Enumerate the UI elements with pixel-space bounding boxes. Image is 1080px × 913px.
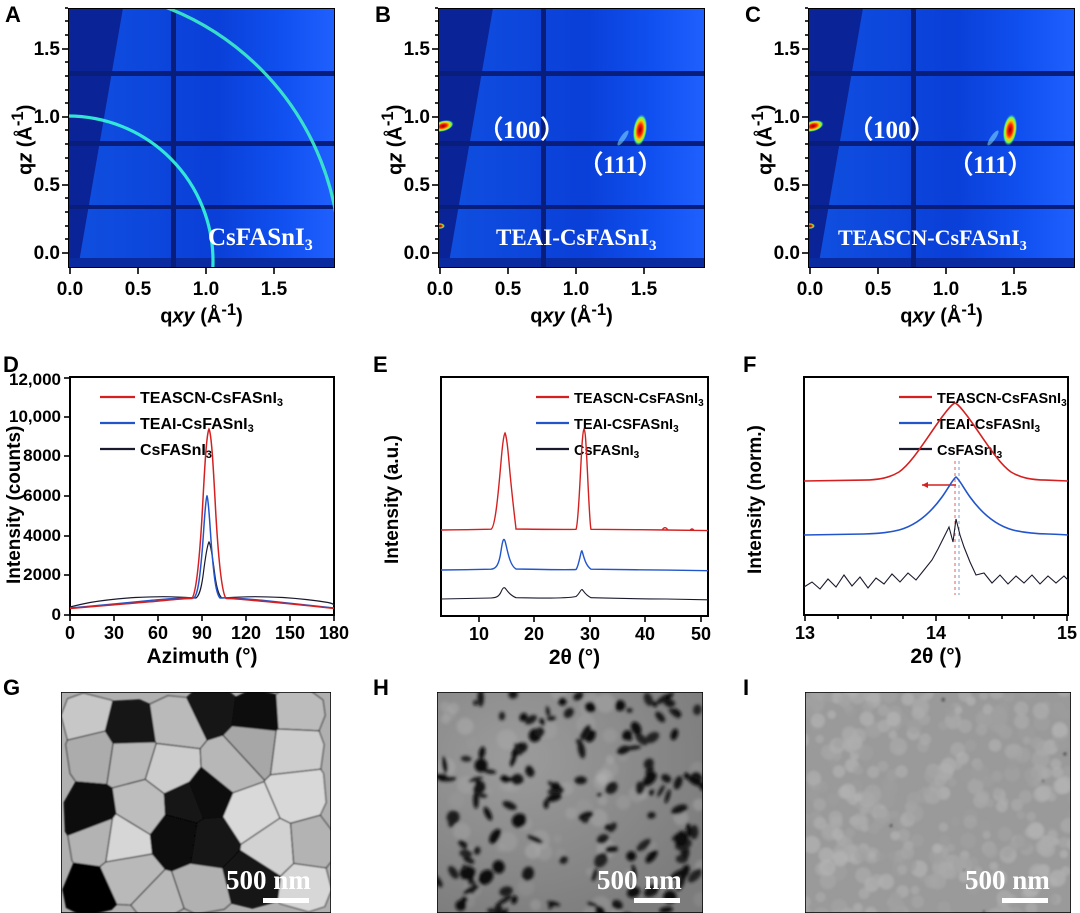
svg-text:50: 50	[691, 624, 711, 644]
svg-text:1.5: 1.5	[774, 39, 801, 60]
svg-text:120: 120	[231, 623, 261, 643]
svg-text:CsFASnI3: CsFASnI3	[574, 443, 640, 461]
svg-text:20: 20	[524, 624, 544, 644]
svg-text:1.0: 1.0	[193, 279, 219, 300]
svg-text:4000: 4000	[23, 526, 61, 545]
svg-text:1.5: 1.5	[631, 279, 658, 300]
svg-text:1.0: 1.0	[563, 279, 589, 300]
svg-text:（100）: （100）	[848, 115, 936, 144]
svg-text:TEASCN-CsFASnI3: TEASCN-CsFASnI3	[140, 390, 283, 409]
svg-text:60: 60	[148, 623, 168, 643]
svg-text:TEAI-CsFASnI3: TEAI-CsFASnI3	[496, 225, 656, 254]
svg-text:1.0: 1.0	[933, 279, 959, 300]
svg-text:0.5: 0.5	[495, 279, 522, 300]
svg-text:0.0: 0.0	[57, 279, 83, 300]
svg-text:TEAI-CsFASnI3: TEAI-CsFASnI3	[140, 416, 254, 435]
svg-text:8000: 8000	[23, 446, 61, 465]
svg-text:TEASCN-CsFASnI3: TEASCN-CsFASnI3	[937, 391, 1067, 409]
svg-text:0.5: 0.5	[404, 175, 431, 196]
svg-text:1.5: 1.5	[1001, 279, 1028, 300]
svg-text:6000: 6000	[23, 486, 61, 505]
svg-text:0: 0	[65, 623, 75, 643]
svg-text:0: 0	[52, 605, 61, 624]
svg-text:0.0: 0.0	[774, 243, 800, 264]
svg-text:（111）: （111）	[578, 150, 663, 179]
svg-text:TEAI-CSFASnI3: TEAI-CSFASnI3	[574, 417, 679, 435]
svg-text:0.0: 0.0	[427, 279, 453, 300]
svg-text:0.5: 0.5	[34, 175, 61, 196]
svg-text:CsFASnI3: CsFASnI3	[208, 224, 313, 254]
svg-text:13: 13	[795, 623, 815, 643]
svg-text:12,000: 12,000	[9, 370, 61, 389]
svg-text:15: 15	[1057, 623, 1077, 643]
svg-text:1.5: 1.5	[261, 279, 288, 300]
svg-text:40: 40	[635, 624, 655, 644]
svg-text:30: 30	[104, 623, 124, 643]
svg-text:1.5: 1.5	[404, 39, 431, 60]
svg-text:500 nm: 500 nm	[597, 865, 682, 895]
svg-text:30: 30	[580, 624, 600, 644]
svg-text:TEAI-CsFASnI3: TEAI-CsFASnI3	[937, 417, 1040, 435]
svg-text:1.5: 1.5	[34, 39, 61, 60]
svg-text:180: 180	[319, 623, 349, 643]
svg-text:14: 14	[926, 623, 946, 643]
svg-text:150: 150	[275, 623, 305, 643]
svg-text:0.5: 0.5	[865, 279, 892, 300]
svg-text:TEASCN-CsFASnI3: TEASCN-CsFASnI3	[574, 391, 704, 409]
svg-text:0.0: 0.0	[34, 243, 60, 264]
svg-text:TEASCN-CsFASnI3: TEASCN-CsFASnI3	[838, 225, 1027, 254]
svg-text:0.0: 0.0	[797, 279, 823, 300]
svg-text:0.0: 0.0	[404, 243, 430, 264]
svg-text:500 nm: 500 nm	[965, 865, 1050, 895]
svg-text:10: 10	[469, 624, 489, 644]
svg-text:0.5: 0.5	[774, 175, 801, 196]
svg-text:CsFASnI3: CsFASnI3	[140, 442, 212, 461]
svg-text:0.5: 0.5	[125, 279, 152, 300]
svg-text:2000: 2000	[23, 565, 61, 584]
svg-text:（100）: （100）	[478, 115, 566, 144]
svg-text:500 nm: 500 nm	[226, 865, 311, 895]
svg-text:90: 90	[192, 623, 212, 643]
svg-text:（111）: （111）	[948, 150, 1033, 179]
